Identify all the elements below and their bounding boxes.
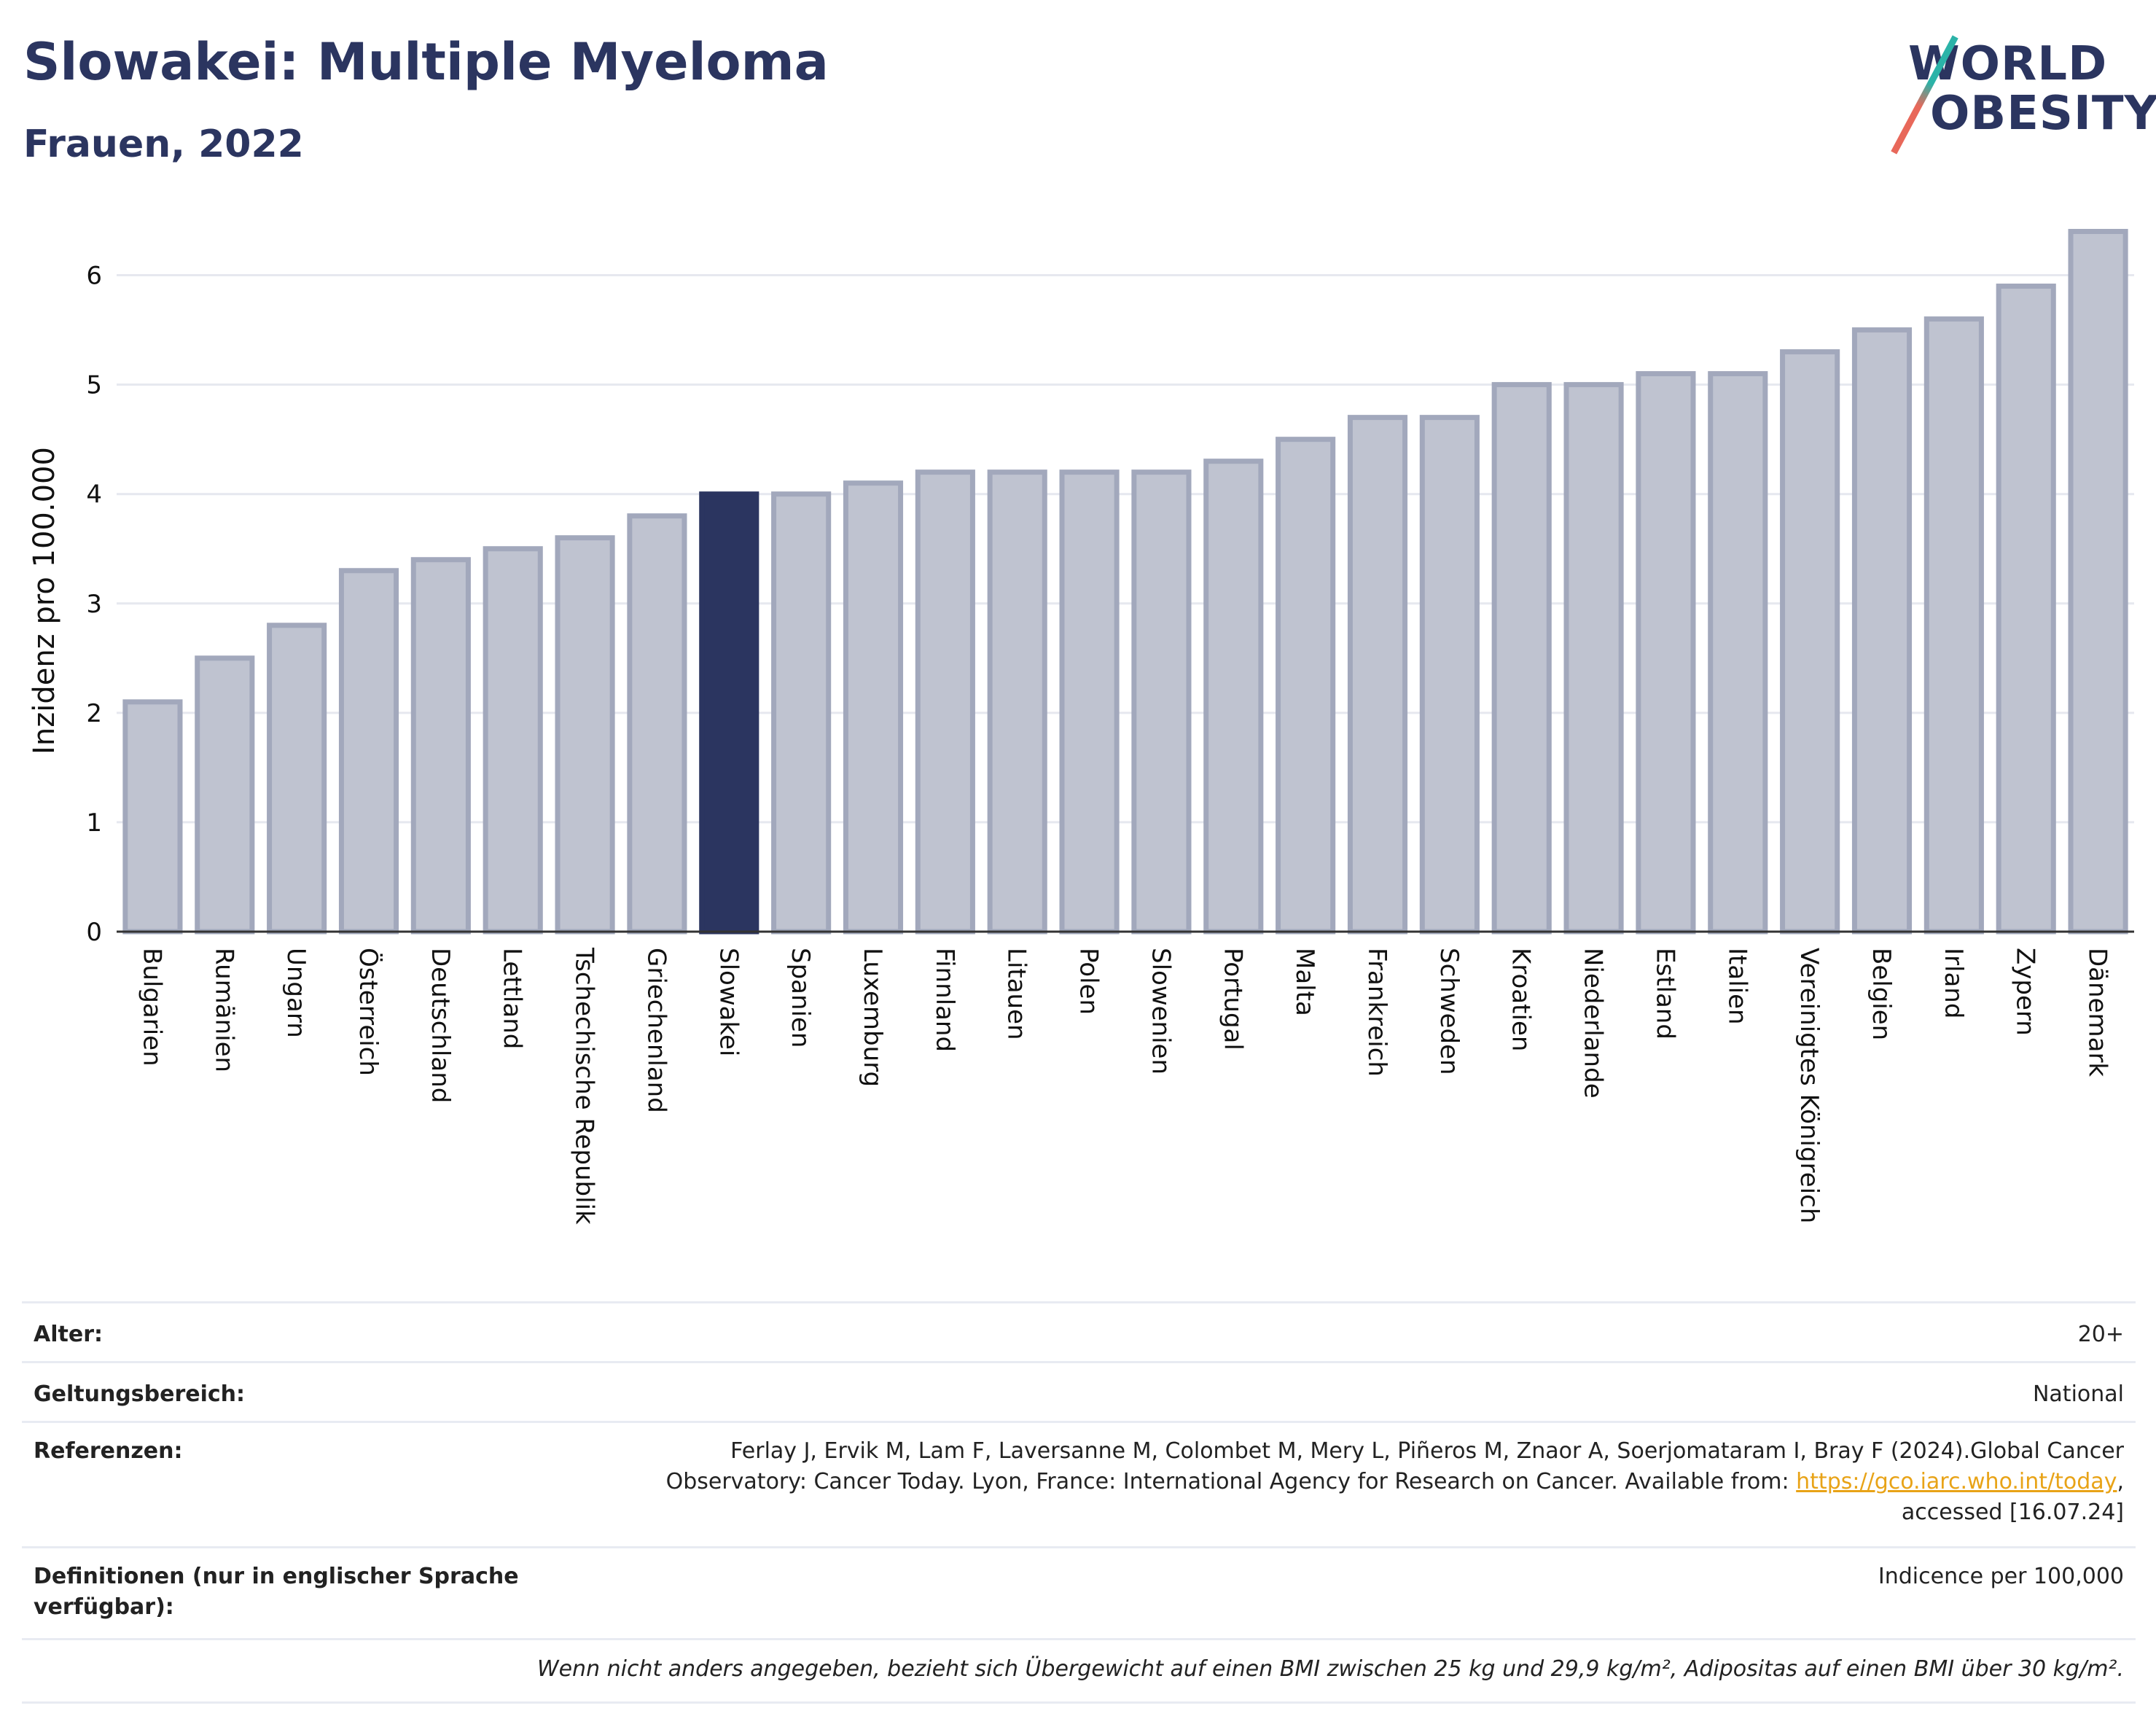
x-tick-label: Lettland — [498, 948, 527, 1049]
meta-refs-value: Ferlay J, Ervik M, Lam F, Laversanne M, … — [666, 1436, 2124, 1528]
bar — [1923, 316, 1984, 935]
y-axis-title: Inzidenz pro 100.000 — [28, 447, 61, 755]
x-tick-label: Ungarn — [281, 948, 310, 1038]
x-tick-label: Kroatien — [1507, 948, 1536, 1051]
meta-refs-line1: Ferlay J, Ervik M, Lam F, Laversanne M, … — [730, 1438, 2124, 1464]
y-tick-label: 3 — [86, 590, 102, 619]
y-tick-label: 6 — [86, 262, 102, 291]
world-obesity-logo: WORLD OBESITY — [1891, 35, 2156, 155]
x-tick-label: Bulgarien — [137, 948, 166, 1067]
x-tick-label: Portugal — [1218, 948, 1247, 1050]
y-tick-label: 5 — [86, 371, 102, 400]
x-tick-label: Schweden — [1434, 948, 1464, 1075]
meta-defs-label: Definitionen (nur in englischer Sprache … — [34, 1562, 519, 1623]
bar — [915, 469, 975, 935]
bar — [195, 655, 255, 935]
metadata-table: Alter: 20+ Geltungsbereich: National Ref… — [22, 1301, 2136, 1709]
bar — [122, 699, 183, 935]
meta-defs-label-line2: verfügbar): — [34, 1594, 174, 1620]
x-tick-label: Belgien — [1867, 948, 1896, 1040]
meta-scope-value: National — [2032, 1381, 2124, 1407]
x-tick-label: Tschechische Republik — [570, 947, 599, 1225]
x-tick-label: Italien — [1722, 948, 1751, 1025]
bar — [1851, 327, 1913, 935]
meta-row-footnote: Wenn nicht anders angegeben, bezieht sic… — [22, 1638, 2136, 1704]
x-tick-label: Polen — [1074, 948, 1104, 1015]
y-tick-label: 4 — [86, 480, 102, 510]
x-tick-label: Estland — [1650, 948, 1679, 1040]
x-tick-label: Österreich — [354, 948, 383, 1076]
bar — [2068, 229, 2128, 935]
y-tick-label: 0 — [86, 918, 102, 947]
meta-refs-line2-prefix: Observatory: Cancer Today. Lyon, France:… — [665, 1469, 1797, 1494]
x-tick-label: Frankreich — [1362, 948, 1391, 1077]
x-tick-label: Slowakei — [714, 948, 743, 1056]
x-tick-label: Zypern — [2011, 948, 2040, 1036]
logo-word-obesity: OBESITY — [1930, 87, 2156, 141]
x-tick-label: Irland — [1939, 948, 1968, 1018]
bar — [483, 546, 543, 935]
x-tick-label: Litauen — [1002, 948, 1031, 1040]
bar-chart: 0 1 2 3 4 5 6 Bulgarien Rumänien Ungarn Österreich… — [28, 229, 2134, 1225]
meta-refs-line2: Observatory: Cancer Today. Lyon, France:… — [666, 1467, 2124, 1497]
meta-age-value: 20+ — [2077, 1322, 2124, 1347]
bar — [843, 480, 904, 935]
x-tick-label: Finnland — [930, 948, 959, 1052]
meta-refs-line2-suffix: , — [2117, 1469, 2124, 1494]
x-tick-label: Niederlande — [1579, 948, 1608, 1099]
meta-age-label: Alter: — [34, 1322, 103, 1347]
bar — [1059, 469, 1120, 935]
bar — [771, 491, 832, 935]
meta-defs-value: Indicence per 100,000 — [1878, 1564, 2124, 1589]
bar — [555, 535, 615, 935]
bar — [1636, 371, 1696, 935]
reference-link[interactable]: https://gco.iarc.who.int/today — [1796, 1469, 2117, 1494]
page-title: Slowakei: Multiple Myeloma — [23, 32, 829, 92]
page-subtitle: Frauen, 2022 — [23, 122, 304, 166]
x-tick-label: Luxemburg — [858, 948, 887, 1087]
bar — [267, 623, 327, 935]
meta-row-references: Referenzen: Ferlay J, Ervik M, Lam F, La… — [22, 1421, 2136, 1547]
bar — [627, 513, 687, 935]
x-tick-label: Deutschland — [426, 948, 455, 1103]
meta-defs-label-line1: Definitionen (nur in englischer Sprache — [34, 1564, 519, 1589]
meta-row-definitions: Definitionen (nur in englischer Sprache … — [22, 1546, 2136, 1639]
y-tick-label: 1 — [86, 808, 102, 838]
bar — [410, 557, 471, 935]
bar — [1419, 415, 1480, 935]
bar — [1276, 437, 1336, 935]
bar — [987, 469, 1047, 935]
y-tick-label: 2 — [86, 699, 102, 728]
bar — [1996, 284, 2056, 935]
bar — [1347, 415, 1408, 935]
meta-row-age: Alter: 20+ — [22, 1301, 2136, 1362]
meta-scope-label: Geltungsbereich: — [34, 1381, 246, 1407]
x-tick-label: Griechenland — [641, 948, 671, 1113]
meta-refs-line3: accessed [16.07.24] — [1901, 1500, 2124, 1525]
x-tick-label: Slowenien — [1146, 948, 1175, 1075]
x-tick-label: Dänemark — [2083, 948, 2112, 1077]
bar — [1780, 349, 1840, 935]
bar — [1131, 469, 1192, 935]
x-tick-label: Malta — [1290, 948, 1319, 1016]
bar — [1491, 382, 1552, 935]
bar — [1563, 382, 1624, 935]
footnote: Wenn nicht anders angegeben, bezieht sic… — [536, 1656, 2124, 1682]
x-tick-label: Vereinigtes Königreich — [1794, 948, 1824, 1223]
bar — [1708, 371, 1768, 935]
bar — [1203, 459, 1264, 935]
bar-highlighted — [699, 491, 759, 935]
meta-row-scope: Geltungsbereich: National — [22, 1361, 2136, 1422]
x-tick-label: Spanien — [786, 948, 815, 1048]
meta-refs-label: Referenzen: — [34, 1438, 183, 1464]
x-tick-label: Rumänien — [209, 948, 238, 1072]
bar — [338, 568, 399, 935]
